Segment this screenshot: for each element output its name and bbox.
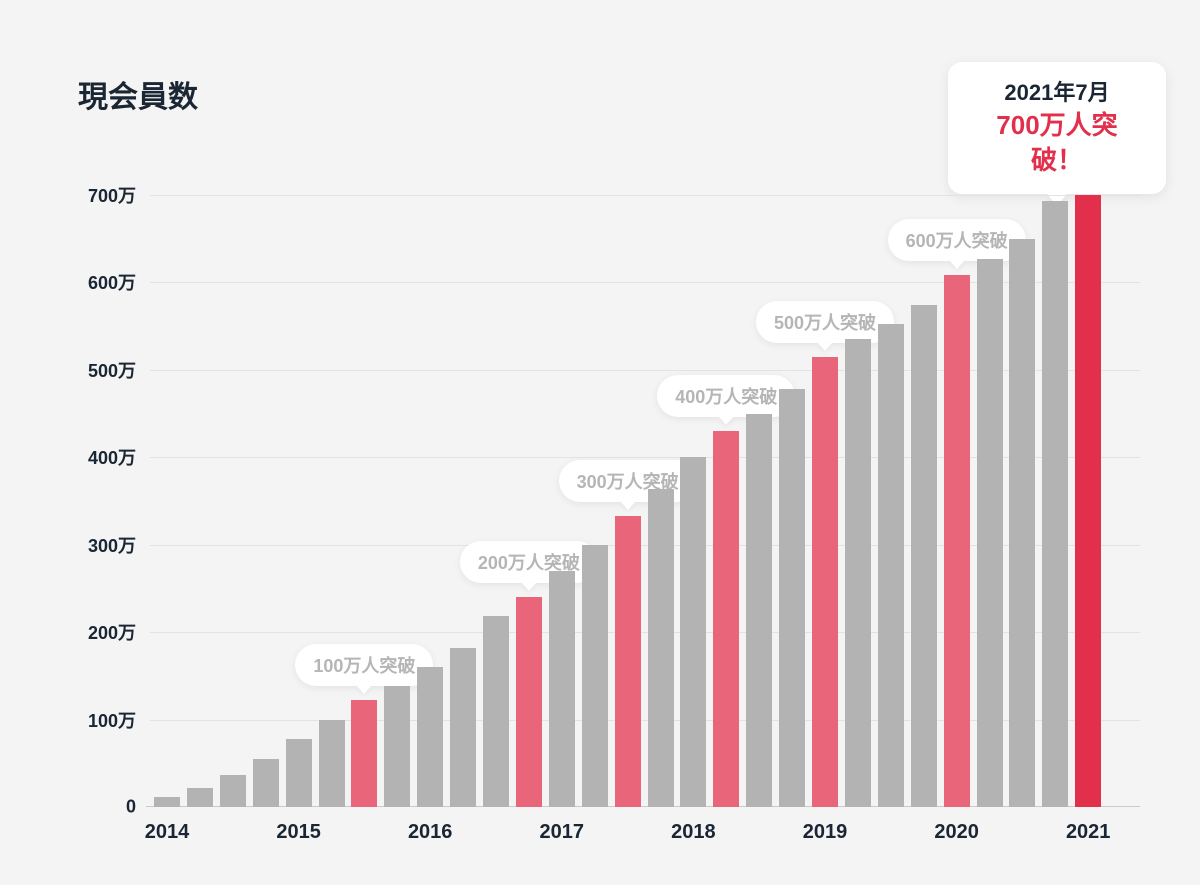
bar [187,788,213,807]
y-axis-label: 600万 [88,269,136,295]
bar [648,489,674,807]
bar [319,720,345,807]
bar [878,324,904,807]
main-callout: 2021年7月 700万人突破！ [948,62,1166,194]
y-axis-label: 200万 [88,619,136,645]
bar [417,667,443,807]
milestone-callout: 200万人突破 [460,541,598,583]
x-axis-label: 2017 [540,821,585,844]
gridline [150,195,1140,196]
y-axis-label: 400万 [88,444,136,470]
x-axis-label: 2018 [671,821,716,844]
bar-highlight [812,357,838,807]
bar-highlight [516,597,542,807]
bar [384,686,410,807]
bar [582,545,608,807]
bar [746,414,772,807]
y-axis-label: 300万 [88,532,136,558]
bar [286,739,312,807]
milestone-callout: 300万人突破 [559,460,697,502]
bar [450,648,476,807]
bar [483,616,509,807]
milestone-callout: 100万人突破 [295,644,433,686]
bar-highlight [944,275,970,807]
bar [680,457,706,807]
bar [977,259,1003,807]
y-axis-label: 0 [126,797,136,818]
bar [845,339,871,807]
x-axis-label: 2021 [1066,821,1111,844]
main-callout-line1: 2021年7月 [976,78,1138,108]
x-axis-label: 2015 [276,821,321,844]
bar [220,775,246,807]
milestone-callout: 400万人突破 [657,375,795,417]
milestone-callout: 600万人突破 [888,219,1026,261]
bar-highlight [1075,195,1101,807]
x-axis-label: 2019 [803,821,848,844]
x-axis-label: 2014 [145,821,190,844]
bar-highlight [615,516,641,807]
bar-chart: 0100万200万300万400万500万600万700万100万人突破200万… [150,195,1140,807]
bar [911,305,937,807]
x-axis-label: 2016 [408,821,453,844]
milestone-callout: 500万人突破 [756,301,894,343]
y-axis-label: 500万 [88,357,136,383]
main-callout-line2: 700万人突破！ [976,108,1138,178]
bar-highlight [713,431,739,807]
bar [1042,201,1068,807]
y-axis-label: 700万 [88,182,136,208]
bar [1009,239,1035,807]
bar [779,389,805,807]
bar [549,571,575,807]
bar [154,797,180,807]
chart-title: 現会員数 [78,72,198,116]
x-axis-label: 2020 [934,821,979,844]
y-axis-label: 100万 [88,707,136,733]
bar [253,759,279,807]
bar-highlight [351,700,377,807]
